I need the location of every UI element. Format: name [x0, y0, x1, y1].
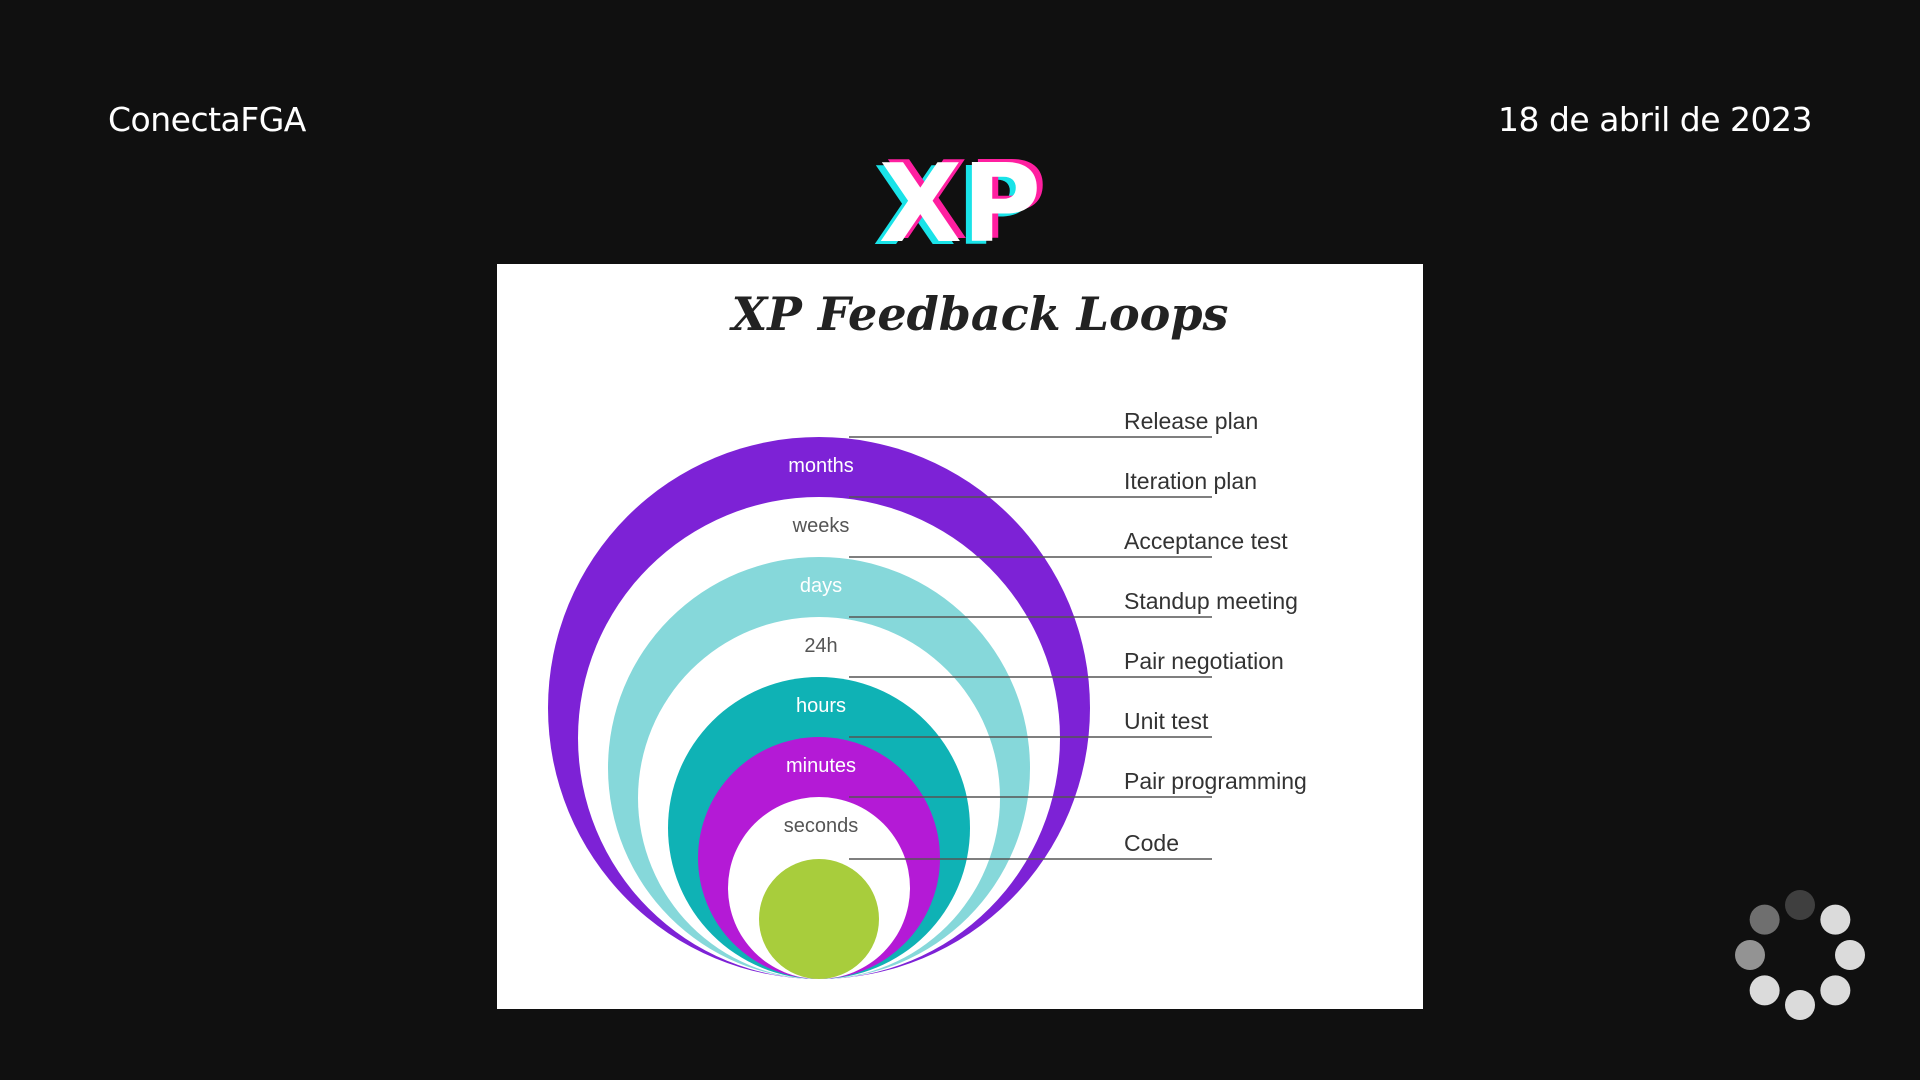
spinner-dot: [1785, 890, 1815, 920]
spinner-dot: [1735, 940, 1765, 970]
spinner-dot: [1820, 904, 1851, 935]
ring-label: months: [788, 455, 854, 477]
practice-label: Pair negotiation: [1124, 648, 1284, 674]
ring-label: weeks: [792, 515, 850, 537]
ring-label: 24h: [804, 635, 837, 657]
practice-label: Code: [1124, 830, 1179, 856]
slide-title-text: XP: [879, 142, 1041, 260]
leader-lines: [849, 436, 1212, 860]
practice-labels: Release plan Iteration plan Acceptance tes…: [1124, 408, 1307, 856]
loading-spinner-icon: [1735, 890, 1865, 1020]
spinner-dot: [1785, 990, 1815, 1020]
practice-label: Unit test: [1124, 708, 1209, 734]
slide-title-shadow-magenta: XP: [885, 140, 1047, 260]
organization-name: ConectaFGA: [108, 100, 306, 139]
xp-feedback-loops-figure: XP Feedback Loops months weeks days 24h hour…: [497, 264, 1423, 1009]
figure-title: XP Feedback Loops: [729, 287, 1229, 341]
presentation-date: 18 de abril de 2023: [1497, 100, 1813, 139]
spinner-dot: [1749, 904, 1780, 935]
ring-label: days: [800, 575, 842, 597]
slide-title: XP XP XP: [873, 140, 1047, 260]
practice-label: Release plan: [1124, 408, 1258, 434]
practice-label: Acceptance test: [1124, 528, 1288, 554]
practice-label: Pair programming: [1124, 768, 1307, 794]
slide-title-shadow-cyan: XP: [873, 145, 1035, 260]
ring-labels: months weeks days 24h hours minutes seconds: [784, 455, 859, 837]
loop-ring-8: [759, 859, 879, 979]
feedback-loops-diagram: XP Feedback Loops months weeks days 24h hour…: [548, 287, 1307, 979]
ring-label: minutes: [786, 755, 856, 777]
practice-label: Standup meeting: [1124, 588, 1298, 614]
spinner-dot: [1820, 975, 1851, 1006]
practice-label: Iteration plan: [1124, 468, 1257, 494]
ring-label: hours: [796, 695, 846, 717]
spinner-dot: [1749, 975, 1780, 1006]
ring-label: seconds: [784, 815, 859, 837]
spinner-dot: [1835, 940, 1865, 970]
